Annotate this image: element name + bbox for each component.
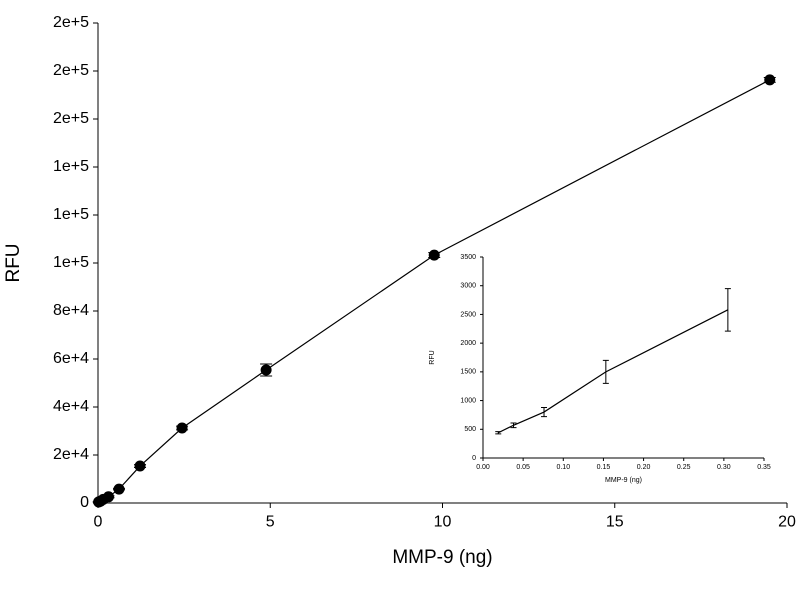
x-axis-label: MMP-9 (ng) xyxy=(392,547,492,568)
x-tick-label: 0.10 xyxy=(556,464,570,471)
data-point xyxy=(114,484,125,495)
data-line xyxy=(498,310,728,433)
data-point xyxy=(135,461,146,472)
y-tick-label: 2000 xyxy=(460,340,476,347)
x-tick-label: 0.00 xyxy=(476,464,490,471)
x-tick-label: 15 xyxy=(606,514,624,531)
y-tick-label: 3500 xyxy=(460,254,476,261)
error-bar xyxy=(725,289,731,331)
y-tick-label: 500 xyxy=(464,426,476,433)
y-tick-label: 1500 xyxy=(460,369,476,376)
y-tick-label: 0 xyxy=(80,494,89,511)
x-tick-label: 10 xyxy=(434,514,452,531)
y-tick-label: 3000 xyxy=(460,283,476,290)
y-axis-label: RFU xyxy=(3,243,24,282)
x-tick-label: 0.05 xyxy=(516,464,530,471)
error-bar xyxy=(495,432,501,434)
y-tick-label: 2500 xyxy=(460,311,476,318)
y-tick-label: 6e+4 xyxy=(53,350,89,367)
y-tick-label: 8e+4 xyxy=(53,302,89,319)
y-tick-label: 0 xyxy=(472,455,476,462)
data-point xyxy=(177,423,188,434)
x-tick-label: 5 xyxy=(266,514,275,531)
error-bar xyxy=(541,407,547,416)
data-point xyxy=(429,250,440,261)
x-tick-label: 0.25 xyxy=(677,464,691,471)
x-tick-label: 0.30 xyxy=(717,464,731,471)
x-tick-label: 20 xyxy=(778,514,796,531)
y-tick-label: 1e+5 xyxy=(53,158,89,175)
y-tick-label: 4e+4 xyxy=(53,398,89,415)
y-tick-label: 2e+5 xyxy=(53,62,89,79)
x-tick-label: 0.20 xyxy=(637,464,651,471)
data-point xyxy=(103,491,114,502)
error-bar xyxy=(603,360,609,383)
y-tick-label: 1e+5 xyxy=(53,254,89,271)
x-tick-label: 0 xyxy=(94,514,103,531)
data-point xyxy=(764,74,775,85)
y-tick-label: 2e+4 xyxy=(53,446,89,463)
y-axis-label: RFU xyxy=(429,350,436,364)
y-tick-label: 1e+5 xyxy=(53,206,89,223)
y-tick-label: 1000 xyxy=(460,397,476,404)
y-tick-label: 2e+5 xyxy=(53,110,89,127)
x-axis-label: MMP-9 (ng) xyxy=(605,477,642,484)
data-point xyxy=(261,365,272,376)
data-line xyxy=(99,80,770,502)
x-tick-label: 0.15 xyxy=(597,464,611,471)
y-tick-label: 2e+5 xyxy=(53,14,89,31)
x-tick-label: 0.35 xyxy=(757,464,771,471)
